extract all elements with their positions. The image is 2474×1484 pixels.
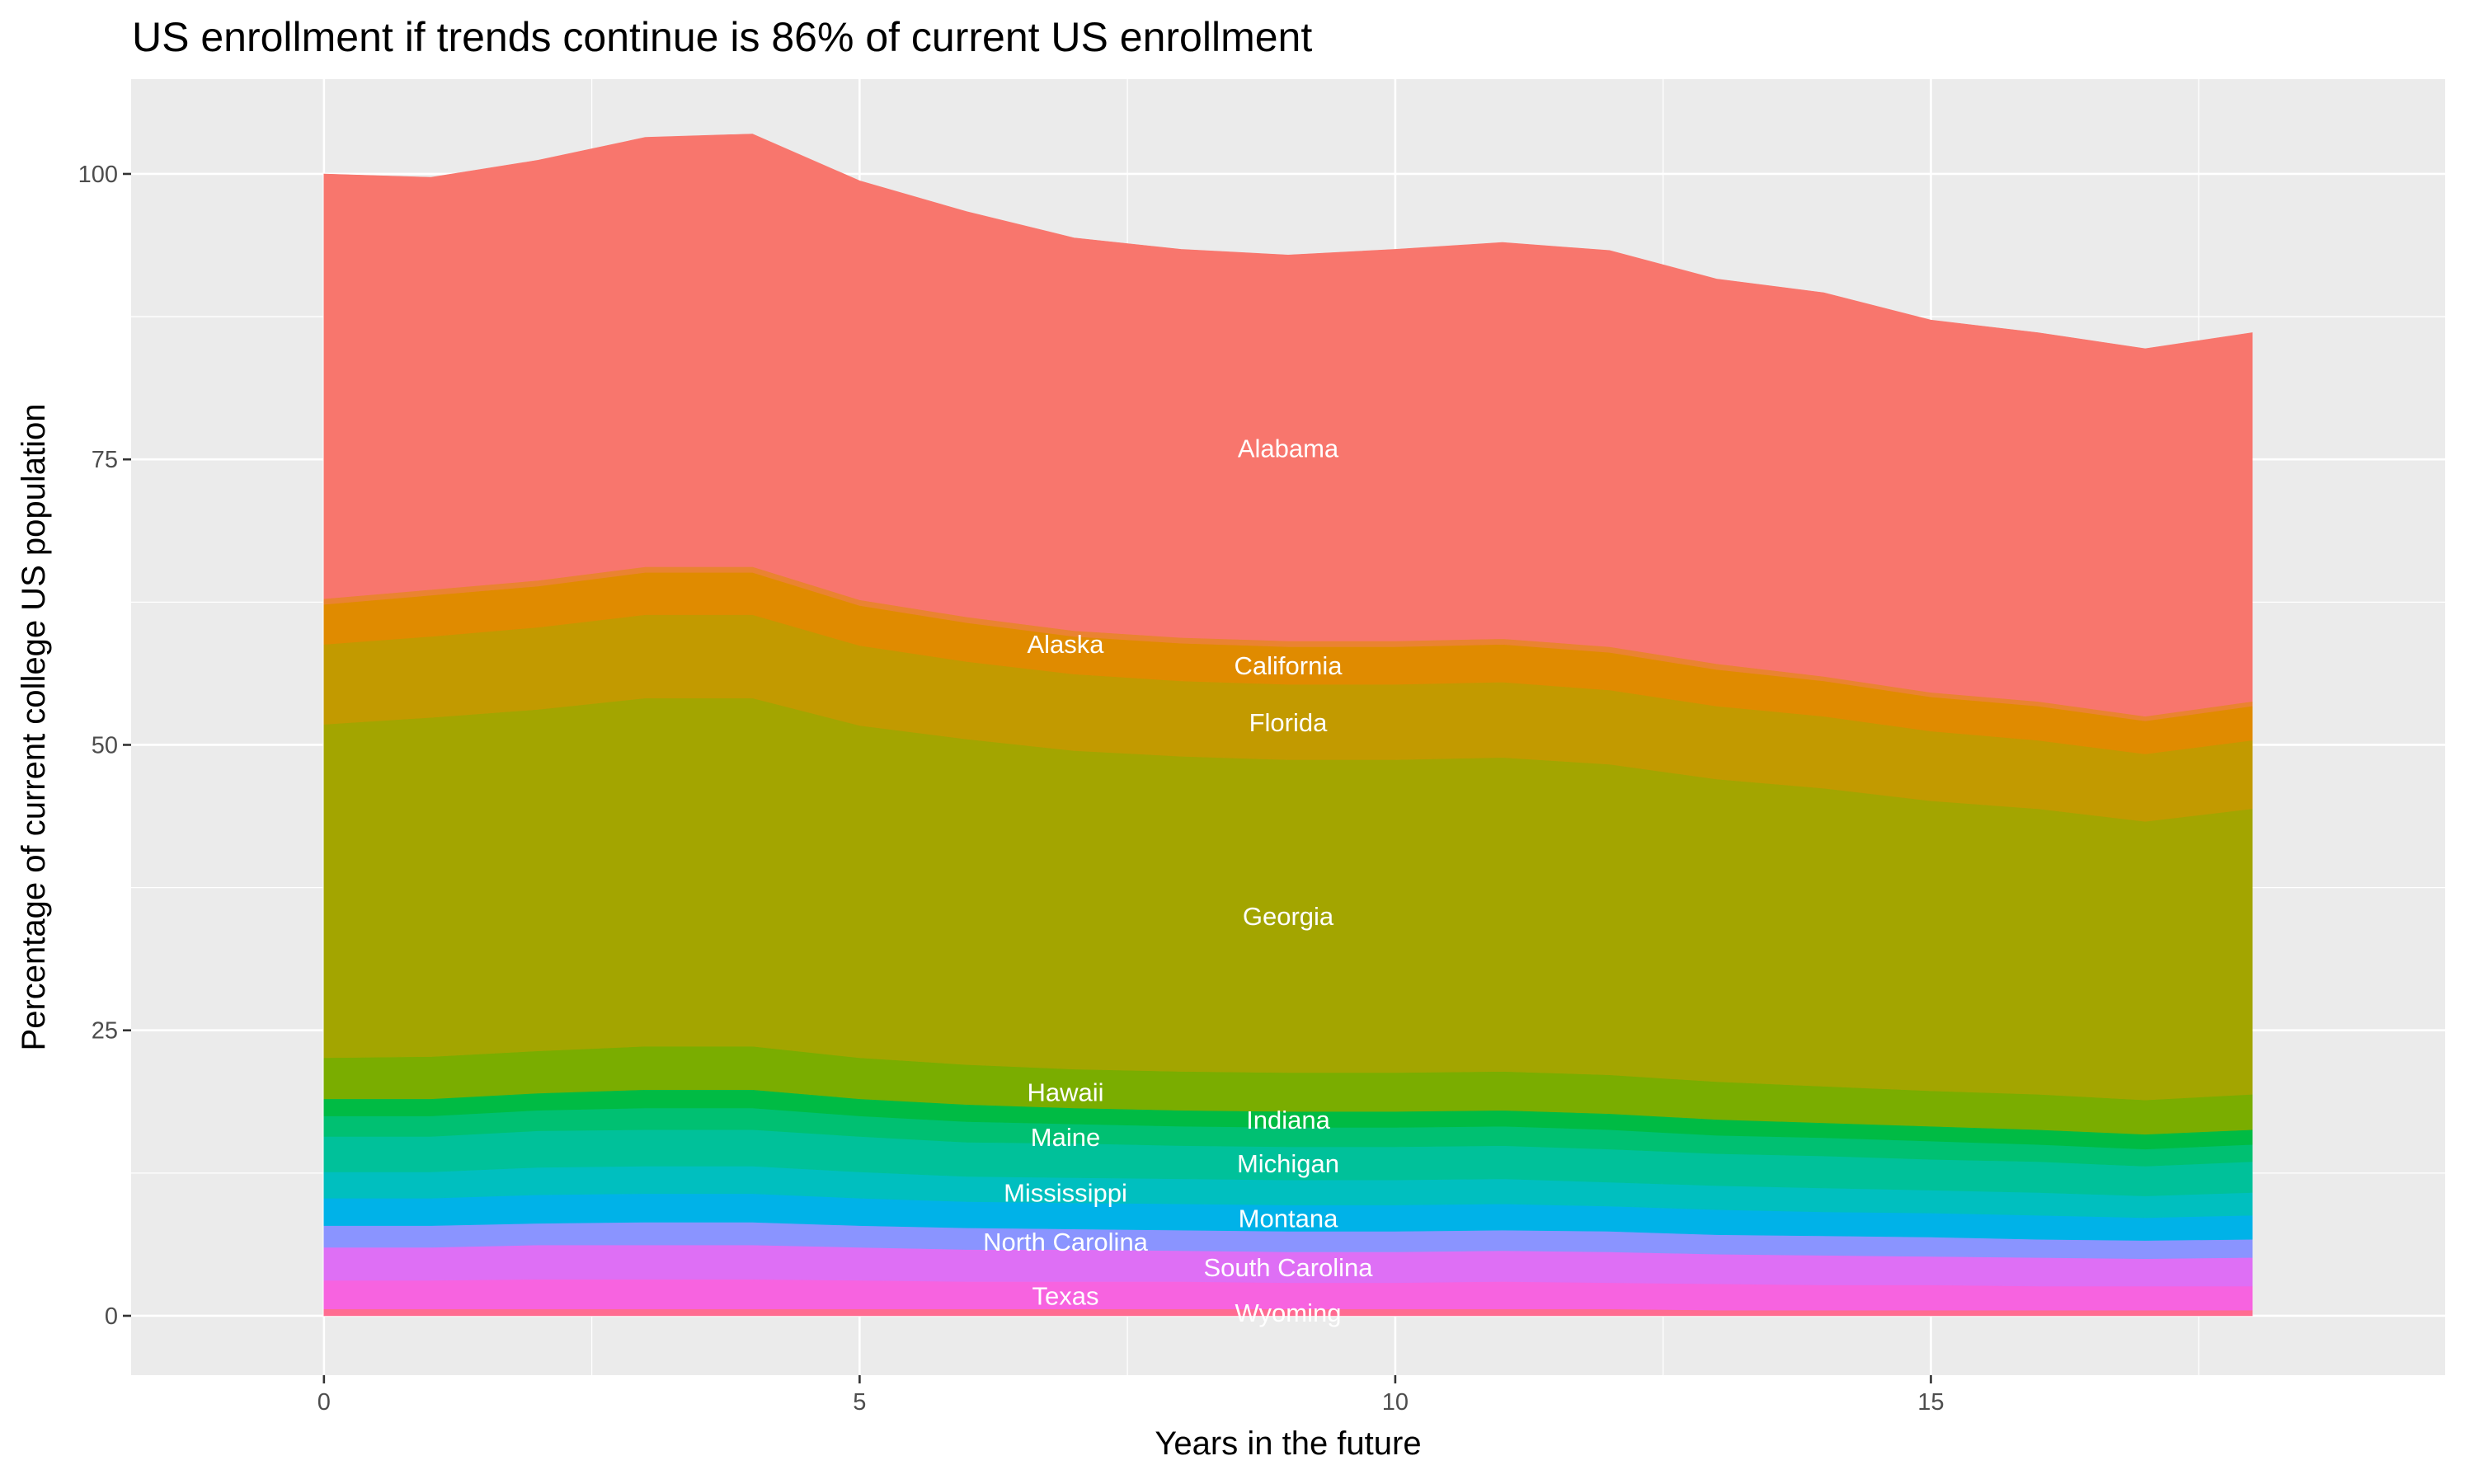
label-florida: Florida [1249,708,1329,737]
x-tick-label: 10 [1382,1389,1409,1416]
x-tick-label: 0 [317,1389,331,1416]
area-layers [323,134,2253,1317]
label-california: California [1235,651,1343,680]
label-north-carolina: North Carolina [983,1228,1149,1256]
label-indiana: Indiana [1246,1106,1330,1134]
chart-title: US enrollment if trends continue is 86% … [132,14,1312,60]
x-tick-label: 5 [853,1389,866,1416]
label-georgia: Georgia [1243,902,1334,931]
x-tick-label: 15 [1917,1389,1944,1416]
y-tick-label: 75 [92,447,118,473]
y-tick-label: 25 [92,1018,118,1045]
axis-ticks: 0 5 10 15 0 25 50 75 100 [78,162,1945,1416]
area-alabama [323,134,2253,717]
y-tick-label: 0 [105,1303,118,1330]
label-wyoming: Wyoming [1235,1298,1342,1327]
y-axis-title: Percentage of current college US populat… [16,404,52,1051]
label-michigan: Michigan [1237,1149,1339,1178]
label-maine: Maine [1031,1123,1100,1152]
label-texas: Texas [1032,1282,1099,1311]
x-axis-title: Years in the future [1155,1425,1421,1462]
y-tick-label: 50 [92,732,118,758]
label-alaska: Alaska [1027,630,1104,659]
label-alabama: Alabama [1238,434,1339,463]
label-hawaii: Hawaii [1027,1078,1103,1107]
y-tick-label: 100 [78,162,118,188]
label-south-carolina: South Carolina [1203,1253,1373,1282]
label-mississippi: Mississippi [1004,1178,1127,1207]
band-labels: Wyoming Texas South Carolina North Carolina… [983,434,1373,1327]
label-montana: Montana [1239,1205,1338,1233]
